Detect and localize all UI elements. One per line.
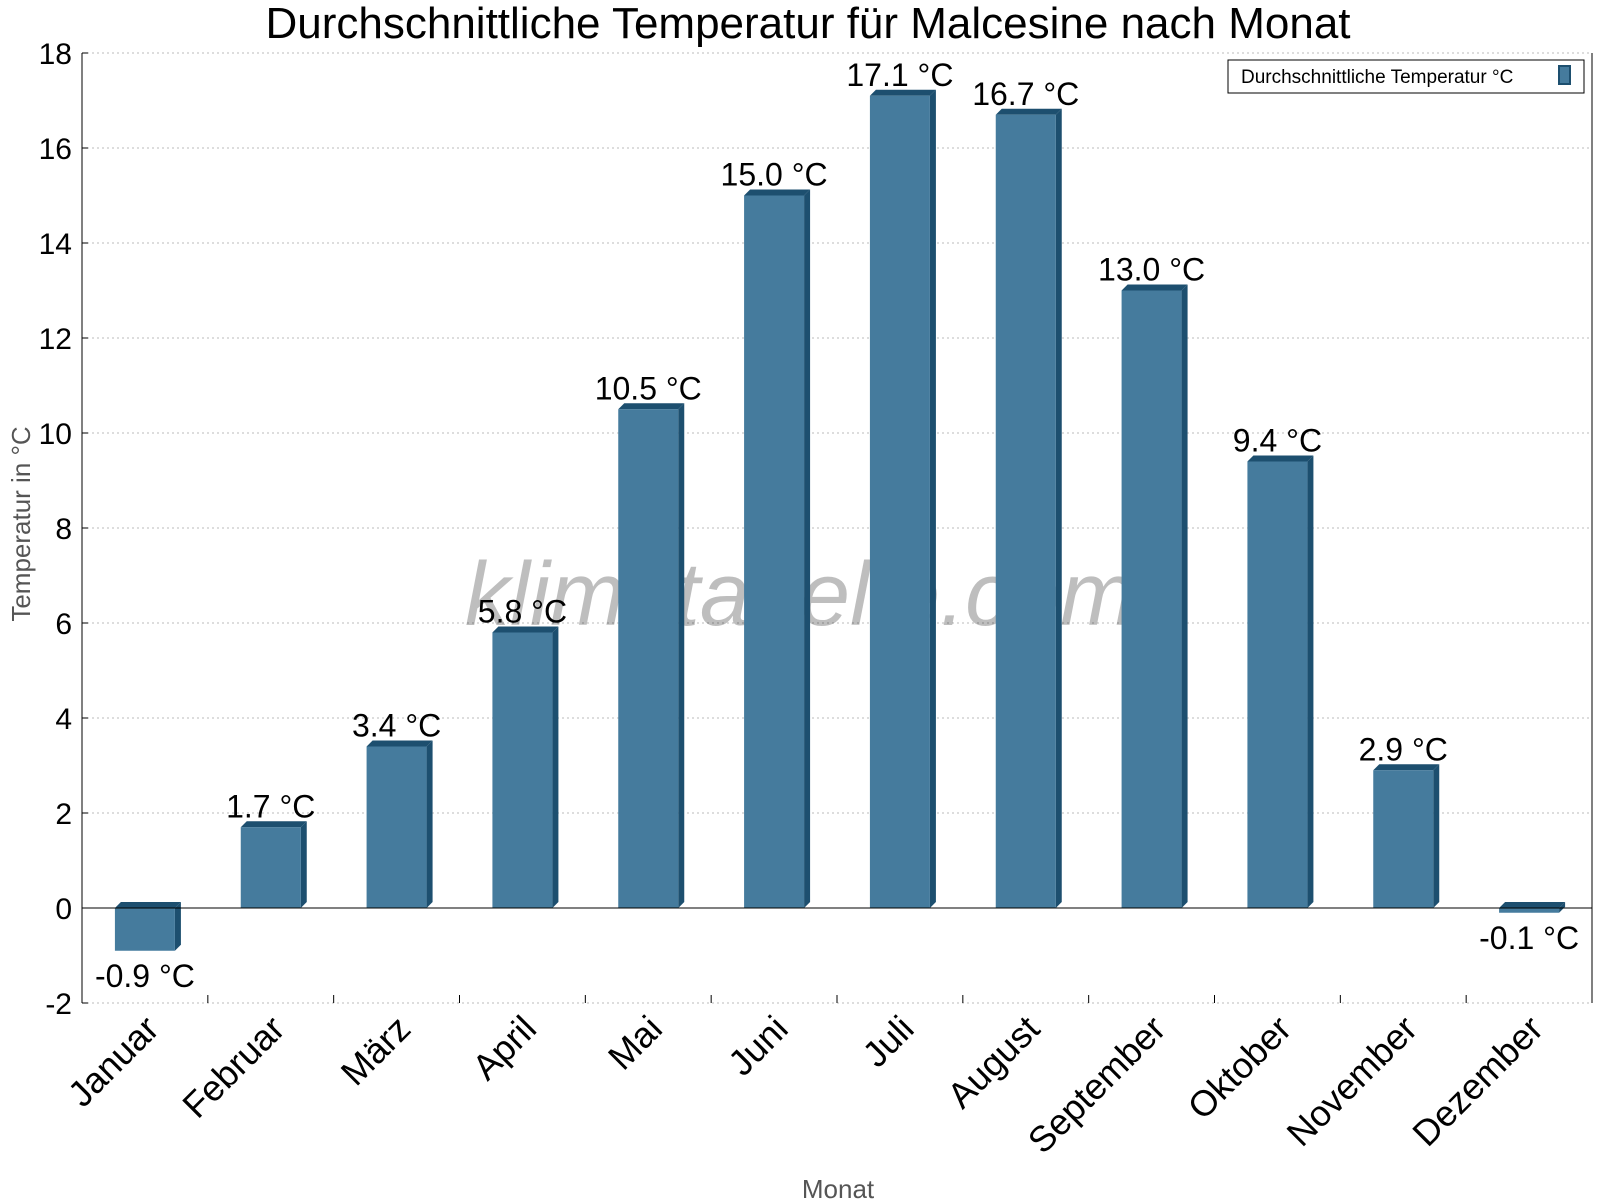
data-label: 17.1 °C <box>846 57 953 93</box>
bar-top <box>744 189 811 196</box>
data-labels: -0.9 °C 1.7 °C 3.4 °C 5.8 °C 10.5 °C 15.0 °C 1… <box>95 57 1579 994</box>
x-tick-label: September <box>1020 1008 1174 1162</box>
data-label: 15.0 °C <box>721 157 828 193</box>
legend-swatch <box>1558 65 1571 85</box>
data-label: 10.5 °C <box>595 370 702 406</box>
x-tick-label: Mai <box>600 1008 670 1078</box>
bar-side <box>929 89 936 908</box>
bar-september <box>1121 284 1188 908</box>
grid-lines <box>82 52 1592 1004</box>
y-tick-label: 14 <box>39 228 72 261</box>
bar-side <box>1559 902 1566 913</box>
y-tick-label: 16 <box>39 133 72 166</box>
bar-side <box>552 626 559 908</box>
bars <box>114 89 1566 951</box>
bar-top <box>869 89 936 96</box>
bar-april <box>492 626 559 908</box>
x-axis-label: Monat <box>802 1174 875 1200</box>
bar-dezember <box>1499 902 1566 913</box>
x-tick-label: Oktober <box>1180 1008 1300 1128</box>
y-axis-label: Temperatur in °C <box>6 426 36 621</box>
x-tick-label: Februar <box>174 1008 292 1126</box>
x-tick-label: November <box>1278 1008 1424 1154</box>
data-label: 16.7 °C <box>972 76 1079 112</box>
y-tick-label: 10 <box>39 418 72 451</box>
y-tick-label: 6 <box>55 608 72 641</box>
data-label: 1.7 °C <box>226 788 315 824</box>
bar-top <box>1247 455 1314 462</box>
bar <box>1373 770 1434 908</box>
x-tick-label: April <box>464 1008 544 1088</box>
bar <box>618 409 679 908</box>
bar-top <box>1373 764 1440 771</box>
bar-top <box>366 740 433 747</box>
x-tick-label: März <box>333 1008 419 1094</box>
legend-entry-label: Durchschnittliche Temperatur °C <box>1241 67 1513 88</box>
legend: Durchschnittliche Temperatur °C <box>1227 59 1585 94</box>
bar-juli <box>869 89 936 908</box>
bar-top <box>114 902 181 908</box>
x-tick-label: August <box>939 1008 1047 1116</box>
data-label: 9.4 °C <box>1233 423 1322 459</box>
bar-november <box>1373 764 1440 908</box>
bar <box>744 195 805 908</box>
bar-side <box>174 902 181 951</box>
data-label: -0.1 °C <box>1479 920 1579 956</box>
bar <box>366 746 427 908</box>
bar-side <box>1433 764 1440 908</box>
chart-title: Durchschnittliche Temperatur für Malcesi… <box>265 0 1350 48</box>
x-tick-labels: Januar Februar März April Mai Juni Juli AugustS… <box>60 1008 1551 1162</box>
bar-top <box>492 626 559 633</box>
bar-side <box>678 403 685 908</box>
bar-side <box>300 821 307 908</box>
x-tick-label: Juni <box>720 1008 796 1084</box>
bar <box>869 95 930 908</box>
bar-top <box>995 108 1062 115</box>
y-tick-label: 4 <box>55 703 72 736</box>
bar-august <box>995 108 1062 908</box>
bar-side <box>1055 108 1062 908</box>
y-tick-label: 12 <box>39 323 72 356</box>
bar-juni <box>744 189 811 908</box>
bar-side <box>804 189 811 908</box>
bar-side <box>1307 455 1314 908</box>
data-label: 3.4 °C <box>352 708 441 744</box>
x-tick-label: Januar <box>60 1008 167 1115</box>
y-tick-label: 8 <box>55 513 72 546</box>
x-tick-label: Juli <box>854 1008 921 1075</box>
bar <box>492 632 553 908</box>
bar <box>1121 290 1182 908</box>
data-label: -0.9 °C <box>95 958 195 994</box>
x-tick-label: Dezember <box>1404 1008 1550 1154</box>
bar-top <box>1499 902 1566 908</box>
bar <box>240 827 301 908</box>
bar-side <box>426 740 433 908</box>
bar <box>114 908 175 951</box>
bar-top <box>1121 284 1188 291</box>
bar-februar <box>240 821 307 908</box>
bar-oktober <box>1247 455 1314 908</box>
bar <box>1499 908 1560 913</box>
bar-januar <box>114 902 181 951</box>
y-tick-label: 0 <box>55 893 72 926</box>
bar-side <box>1181 284 1188 908</box>
bar <box>995 114 1056 908</box>
data-label: 13.0 °C <box>1098 252 1205 288</box>
y-tick-label: 2 <box>55 798 72 831</box>
bar <box>1247 461 1308 908</box>
y-tick-label: 18 <box>39 38 72 71</box>
bar-mai <box>618 403 685 908</box>
bar-top <box>618 403 685 410</box>
legend-box <box>1227 59 1585 94</box>
bar-top <box>240 821 307 828</box>
y-tick-labels: -2 0 2 4 6 8 10 12 14 16 18 <box>39 38 72 1021</box>
bar-märz <box>366 740 433 908</box>
data-label: 5.8 °C <box>478 594 567 630</box>
axes <box>81 52 1593 1004</box>
y-tick-label: -2 <box>45 988 72 1021</box>
data-label: 2.9 °C <box>1359 731 1448 767</box>
